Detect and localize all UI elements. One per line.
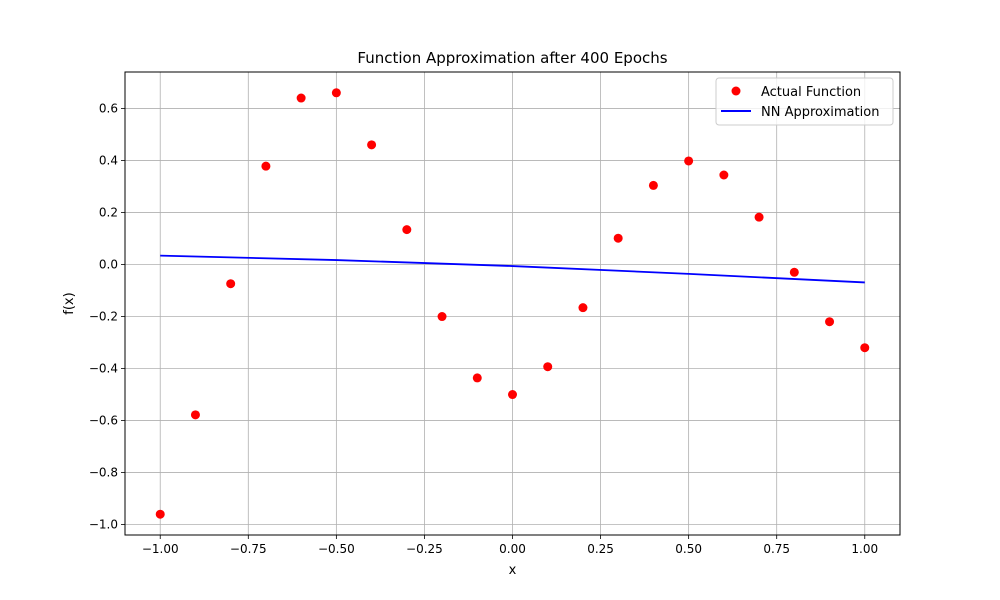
y-tick-label: −0.2 <box>89 310 118 324</box>
x-tick-label: −1.00 <box>142 542 179 556</box>
actual-function-point <box>684 156 694 166</box>
legend-label-actual-function: Actual Function <box>761 85 861 100</box>
legend-box <box>715 77 894 126</box>
actual-function-point <box>472 373 482 383</box>
x-tick-label: −0.75 <box>230 542 267 556</box>
series-layer <box>155 88 870 519</box>
actual-function-point <box>261 161 271 171</box>
grid <box>125 72 900 535</box>
actual-function-point <box>190 410 200 420</box>
legend-marker-actual-function <box>731 86 741 96</box>
actual-function-point <box>296 93 306 103</box>
actual-function-point <box>578 303 588 313</box>
y-tick-label: 0.6 <box>99 101 118 115</box>
x-tick-label: 0.50 <box>675 542 702 556</box>
x-tick-label: −0.50 <box>318 542 355 556</box>
y-tick-label: −0.6 <box>89 414 118 428</box>
legend: Actual Function NN Approximation <box>715 77 894 126</box>
x-tick-label: 0.75 <box>763 542 790 556</box>
x-tick-label: 0.00 <box>499 542 526 556</box>
x-tick-label: 1.00 <box>851 542 878 556</box>
actual-function-point <box>437 312 447 322</box>
y-tick-label: 0.0 <box>99 257 118 271</box>
y-tick-label: −0.8 <box>89 466 118 480</box>
y-tick-label: 0.2 <box>99 205 118 219</box>
x-tick-label: 0.25 <box>587 542 614 556</box>
actual-function-point <box>789 267 799 277</box>
actual-function-point <box>508 390 517 400</box>
actual-function-point <box>226 279 236 289</box>
legend-label-nn-approximation: NN Approximation <box>761 105 879 120</box>
y-tick-label: 0.4 <box>99 153 118 167</box>
x-tick-label: −0.25 <box>406 542 443 556</box>
actual-function-point <box>367 140 377 150</box>
y-tick-label: −1.0 <box>89 518 118 532</box>
y-tick-label: −0.4 <box>89 362 118 376</box>
actual-function-point <box>402 225 412 235</box>
actual-function-point <box>825 317 835 327</box>
x-axis-label: x <box>509 563 517 578</box>
actual-function-point <box>331 88 341 98</box>
y-axis-label: f(x) <box>62 292 77 314</box>
actual-function-point <box>648 180 658 190</box>
actual-function-point <box>719 170 729 180</box>
chart-title: Function Approximation after 400 Epochs <box>357 49 667 67</box>
actual-function-point <box>613 233 623 243</box>
actual-function-point <box>860 343 870 353</box>
actual-function-point <box>754 212 764 222</box>
actual-function-point <box>155 509 165 519</box>
ticks: −1.00 −0.75 −0.50 −0.25 0.00 0.25 0.50 0.75 1.00… <box>89 101 878 556</box>
actual-function-point <box>543 362 553 372</box>
nn-approximation-line <box>160 254 865 284</box>
